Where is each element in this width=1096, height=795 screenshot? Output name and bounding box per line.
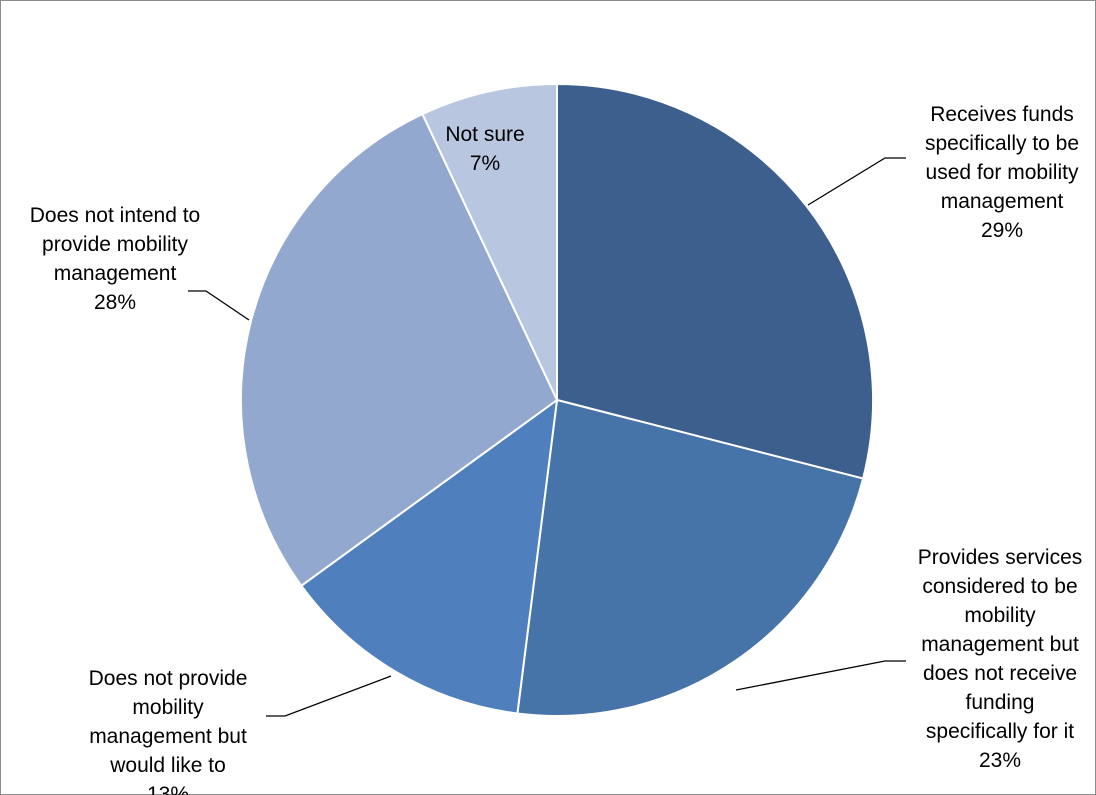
data-label-line: Not sure: [445, 123, 524, 146]
data-label-percent: 13%: [147, 783, 189, 795]
data-label-line: Receives funds: [930, 103, 1074, 126]
data-label-line: funding: [966, 691, 1035, 714]
data-label-line: mobility: [964, 604, 1036, 627]
data-label-line: management but: [89, 725, 247, 748]
data-label-line: used for mobility: [926, 161, 1079, 184]
data-label-line: mobility: [132, 696, 204, 719]
data-label-line: management: [54, 262, 177, 285]
data-label-percent: 7%: [470, 152, 500, 175]
pie-slice-1: [556, 82, 874, 480]
leader-line-3: [266, 675, 392, 717]
leader-line-1: [807, 157, 906, 206]
data-label-line: management: [941, 190, 1064, 213]
data-label-2: Provides services considered to be mobilit…: [918, 546, 1083, 772]
data-label-line: Provides services: [918, 546, 1083, 569]
leader-line-2: [735, 660, 906, 691]
data-label-5: Not sure 7%: [445, 123, 524, 175]
data-labels: Receives funds specifically to be used for…: [30, 103, 1083, 795]
data-label-1: Receives funds specifically to be used for…: [925, 103, 1079, 242]
leader-line-4: [188, 290, 250, 321]
data-label-percent: 23%: [979, 749, 1021, 772]
pie-slice-5: [421, 82, 558, 401]
data-label-line: would like to: [109, 754, 226, 777]
data-label-line: Does not intend to: [30, 204, 200, 227]
data-label-line: specifically for it: [926, 720, 1074, 743]
data-label-line: management but: [921, 633, 1079, 656]
pie-slice-4: [240, 112, 559, 588]
pie-slice-3: [299, 397, 559, 715]
data-label-percent: 28%: [94, 291, 136, 314]
data-label-4: Does not intend to provide mobility manage…: [30, 204, 200, 314]
data-label-line: Does not provide: [89, 667, 248, 690]
pie-slice-2: [516, 398, 865, 717]
data-label-3: Does not provide mobility management but wo…: [89, 667, 248, 795]
data-label-line: considered to be: [922, 575, 1077, 598]
data-label-percent: 29%: [981, 219, 1023, 242]
pie-slices: [240, 82, 874, 717]
data-label-line: specifically to be: [925, 132, 1079, 155]
data-label-line: provide mobility: [42, 233, 188, 256]
leader-lines: [188, 157, 906, 717]
data-label-line: does not receive: [923, 662, 1077, 685]
